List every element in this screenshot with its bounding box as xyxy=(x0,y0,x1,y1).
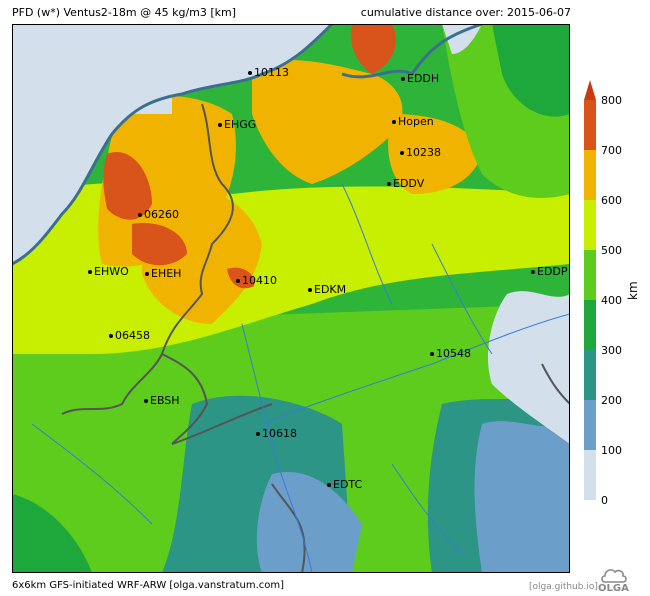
map-title: PFD (w*) Ventus2-18m @ 45 kg/m3 [km] xyxy=(12,6,237,19)
station-label: EDDH xyxy=(407,72,440,85)
station-label: EHEH xyxy=(151,267,182,280)
station-dot xyxy=(392,120,396,124)
colorbar-segment xyxy=(584,100,596,150)
station-06458[interactable]: 06458 xyxy=(109,330,150,342)
station-edkm[interactable]: EDKM xyxy=(308,284,346,296)
station-dot xyxy=(88,270,92,274)
station-hopen[interactable]: Hopen xyxy=(392,116,434,128)
map-date: cumulative distance over: 2015-06-07 xyxy=(360,6,571,19)
colorbar-segment xyxy=(584,300,596,350)
colorbar-segment xyxy=(584,350,596,400)
station-eddh[interactable]: EDDH xyxy=(401,73,439,85)
station-dot xyxy=(387,182,391,186)
colorbar-unit: km xyxy=(626,281,640,300)
station-dot xyxy=(138,213,142,217)
station-dot xyxy=(308,288,312,292)
station-10113[interactable]: 10113 xyxy=(248,67,289,79)
map-panel[interactable]: 10113 EDDH EHGG Hopen 10238 EDDV 06260 E… xyxy=(12,24,570,573)
colorbar-segment xyxy=(584,150,596,200)
station-06260[interactable]: 06260 xyxy=(138,209,179,221)
station-dot xyxy=(531,270,535,274)
colorbar-tick-label: 0 xyxy=(601,494,608,507)
station-label: Hopen xyxy=(398,115,434,128)
station-dot xyxy=(430,352,434,356)
colorbar-tick-label: 500 xyxy=(601,244,622,257)
station-label: EHGG xyxy=(224,118,257,131)
colorbar-segment xyxy=(584,200,596,250)
station-dot xyxy=(236,279,240,283)
station-label: 06260 xyxy=(144,208,179,221)
station-eddv[interactable]: EDDV xyxy=(387,178,424,190)
station-dot xyxy=(256,432,260,436)
colorbar-segment xyxy=(584,400,596,450)
station-label: 06458 xyxy=(115,329,150,342)
station-dot xyxy=(145,272,149,276)
station-label: EDTC xyxy=(333,478,363,491)
olga-logo-text: OLGA xyxy=(598,583,629,594)
station-dot xyxy=(109,334,113,338)
station-dot xyxy=(401,77,405,81)
station-dot xyxy=(400,151,404,155)
station-eheh[interactable]: EHEH xyxy=(145,268,181,280)
station-label: EHWO xyxy=(94,265,129,278)
station-ehwo[interactable]: EHWO xyxy=(88,266,129,278)
colorbar-tick-label: 800 xyxy=(601,94,622,107)
station-dot xyxy=(248,71,252,75)
station-label: 10548 xyxy=(436,347,471,360)
station-label: 10410 xyxy=(242,274,277,287)
station-10410[interactable]: 10410 xyxy=(236,275,277,287)
station-label: EDDP xyxy=(537,265,568,278)
station-dot xyxy=(218,123,222,127)
station-10618[interactable]: 10618 xyxy=(256,428,297,440)
forecast-map xyxy=(12,24,570,573)
station-label: 10238 xyxy=(406,146,441,159)
colorbar xyxy=(584,80,596,500)
model-credit: 6x6km GFS-initiated WRF-ARW [olga.vanstr… xyxy=(12,580,285,591)
source-link[interactable]: [olga.github.io] xyxy=(529,582,598,592)
station-label: 10113 xyxy=(254,66,289,79)
station-10238[interactable]: 10238 xyxy=(400,147,441,159)
station-edtc[interactable]: EDTC xyxy=(327,479,362,491)
colorbar-tick-label: 700 xyxy=(601,144,622,157)
cloud-icon xyxy=(601,569,627,583)
colorbar-tick-label: 100 xyxy=(601,444,622,457)
colorbar-extend-arrow xyxy=(584,80,596,100)
station-label: EDDV xyxy=(393,177,425,190)
colorbar-tick-label: 600 xyxy=(601,194,622,207)
colorbar-segment xyxy=(584,250,596,300)
station-ebsh[interactable]: EBSH xyxy=(144,395,180,407)
station-dot xyxy=(144,399,148,403)
station-10548[interactable]: 10548 xyxy=(430,348,471,360)
station-eddp[interactable]: EDDP xyxy=(531,266,568,278)
colorbar-segment xyxy=(584,450,596,500)
station-ehgg[interactable]: EHGG xyxy=(218,119,256,131)
station-label: 10618 xyxy=(262,427,297,440)
colorbar-tick-label: 300 xyxy=(601,344,622,357)
station-label: EDKM xyxy=(314,283,347,296)
station-dot xyxy=(327,483,331,487)
colorbar-tick-label: 400 xyxy=(601,294,622,307)
colorbar-tick-label: 200 xyxy=(601,394,622,407)
station-label: EBSH xyxy=(150,394,180,407)
map-frame xyxy=(12,24,570,573)
